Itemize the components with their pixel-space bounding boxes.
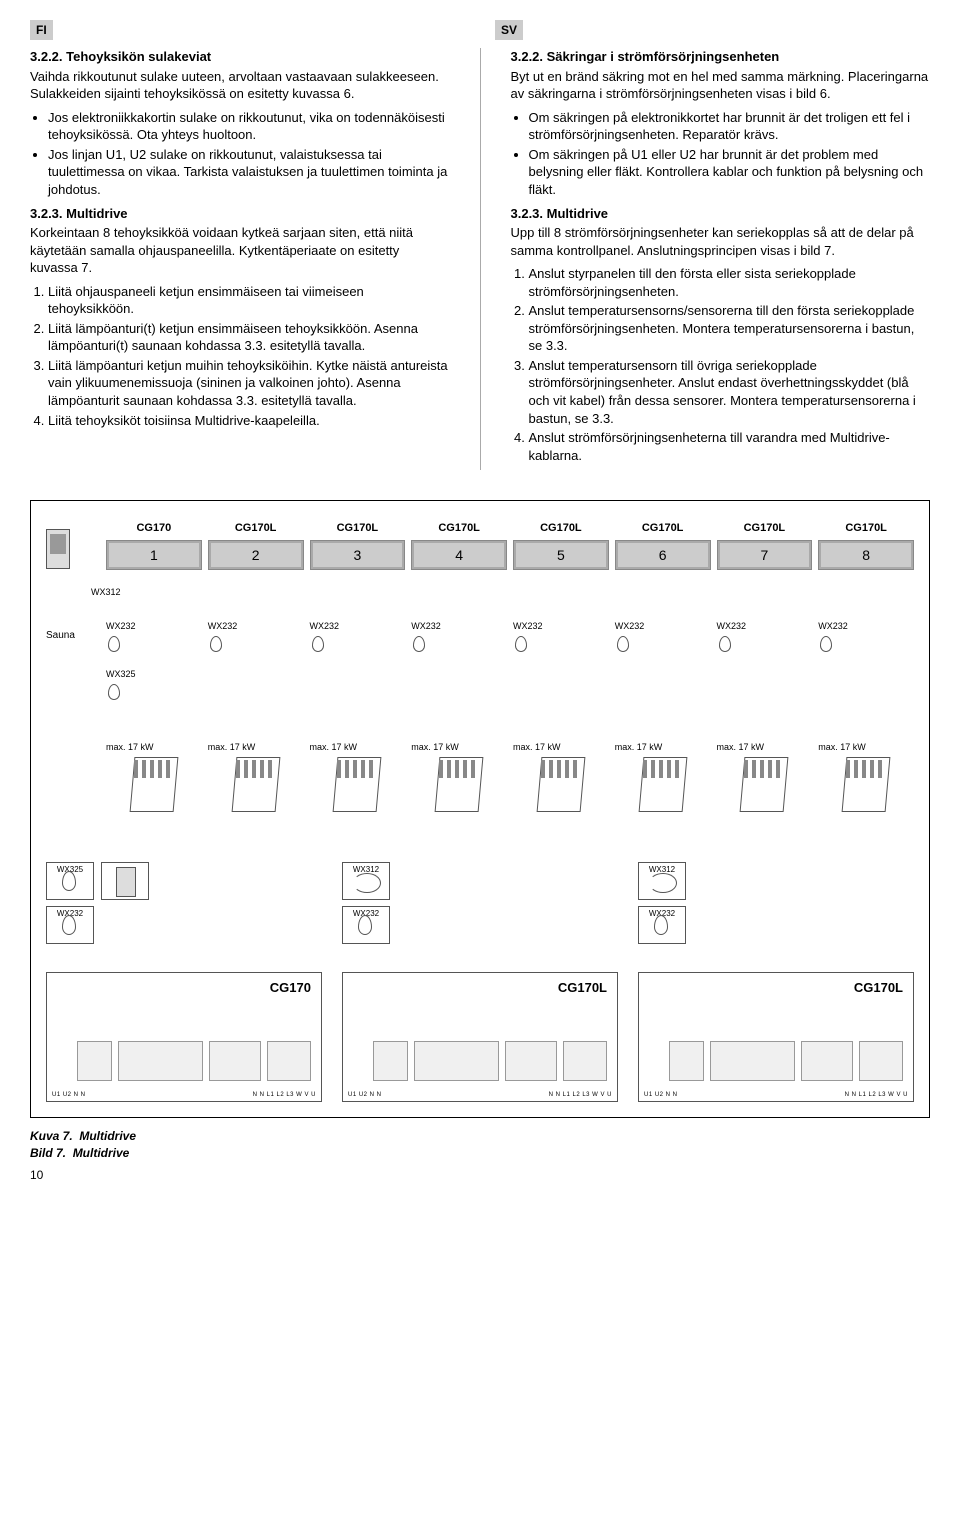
bullet-fi: Jos linjan U1, U2 sulake on rikkoutunut,… [48,146,450,199]
power-unit: CG170L3 [310,521,406,570]
column-divider [480,48,481,470]
accessory-box: WX325 [46,862,94,900]
power-unit: CG1701 [106,521,202,570]
power-unit: CG170L6 [615,521,711,570]
pcb-board-group: WX312WX232 CG170L U1 U2 N NN N L1 L2 L3 … [342,872,618,1102]
temp-sensor: WX232 [717,620,813,706]
step-sv: Anslut temperatursensorn till övriga ser… [529,357,931,427]
para-sv-1: Byt ut en bränd säkring mot en hel med s… [511,68,931,103]
step-fi: Liitä lämpöanturi(t) ketjun ensimmäiseen… [48,320,450,355]
lang-tag-sv: SV [495,20,523,40]
heater-unit: max. 17 kW [513,741,609,812]
heater-unit: max. 17 kW [106,741,202,812]
heading-323-sv: 3.2.3. Multidrive [511,205,931,223]
accessory-box: WX232 [46,906,94,944]
step-sv: Anslut temperatursensorns/sensorerna til… [529,302,931,355]
heater-unit: max. 17 kW [717,741,813,812]
figure-caption: Kuva 7. Multidrive Bild 7. Multidrive [30,1128,930,1160]
heater-unit: max. 17 kW [411,741,507,812]
column-fi: 3.2.2. Tehoyksikön sulakeviat Vaihda rik… [30,48,450,470]
accessory-box: WX312 [638,862,686,900]
temp-sensor: WX232 [615,620,711,706]
temp-sensor: WX232 [513,620,609,706]
control-panel-icon [46,529,70,569]
power-unit: CG170L5 [513,521,609,570]
accessory-box: WX232 [342,906,390,944]
para-sv-2: Upp till 8 strömförsörjningsenheter kan … [511,224,931,259]
temp-sensor: WX232WX325 [106,620,202,706]
heater-unit: max. 17 kW [818,741,914,812]
wiring-diagram: Sauna CG1701CG170L2CG170L3CG170L4CG170L5… [30,500,930,1118]
step-fi: Liitä tehoyksiköt toisiinsa Multidrive-k… [48,412,450,430]
para-fi-1: Vaihda rikkoutunut sulake uuteen, arvolt… [30,68,450,103]
pcb-board-group: WX325WX232 CG170 U1 U2 N NN N L1 L2 L3 W… [46,872,322,1102]
temp-sensor: WX232 [411,620,507,706]
power-unit: CG170L2 [208,521,304,570]
para-fi-2: Korkeintaan 8 tehoyksikköä voidaan kytke… [30,224,450,277]
heater-unit: max. 17 kW [615,741,711,812]
power-unit: CG170L4 [411,521,507,570]
temp-sensor: WX232 [310,620,406,706]
power-unit: CG170L7 [717,521,813,570]
bullet-sv: Om säkringen på U1 eller U2 har brunnit … [529,146,931,199]
column-sv: 3.2.2. Säkringar i strömförsörjningsenhe… [511,48,931,470]
pcb-board-group: WX312WX232 CG170L U1 U2 N NN N L1 L2 L3 … [638,872,914,1102]
heading-322-sv: 3.2.2. Säkringar i strömförsörjningsenhe… [511,48,931,66]
temp-sensor: WX232 [818,620,914,706]
panel-icon [101,862,149,900]
heading-322-fi: 3.2.2. Tehoyksikön sulakeviat [30,48,450,66]
pcb-board: CG170L U1 U2 N NN N L1 L2 L3 W V U [638,972,914,1102]
step-sv: Anslut strömförsörjningsenheterna till v… [529,429,931,464]
step-fi: Liitä ohjauspaneeli ketjun ensimmäiseen … [48,283,450,318]
power-unit: CG170L8 [818,521,914,570]
pcb-board: CG170 U1 U2 N NN N L1 L2 L3 W V U [46,972,322,1102]
pcb-board: CG170L U1 U2 N NN N L1 L2 L3 W V U [342,972,618,1102]
temp-sensor: WX232 [208,620,304,706]
accessory-box: WX232 [638,906,686,944]
bullet-sv: Om säkringen på elektronikkortet har bru… [529,109,931,144]
sauna-label: Sauna [46,629,75,643]
step-sv: Anslut styrpanelen till den första eller… [529,265,931,300]
cable-labels: WX312 [91,586,121,604]
page-number: 10 [30,1167,930,1183]
heater-unit: max. 17 kW [208,741,304,812]
lang-tag-fi: FI [30,20,53,40]
step-fi: Liitä lämpöanturi ketjun muihin tehoyksi… [48,357,450,410]
heading-323-fi: 3.2.3. Multidrive [30,205,450,223]
bullet-fi: Jos elektroniikkakortin sulake on rikkou… [48,109,450,144]
heater-unit: max. 17 kW [310,741,406,812]
accessory-box: WX312 [342,862,390,900]
